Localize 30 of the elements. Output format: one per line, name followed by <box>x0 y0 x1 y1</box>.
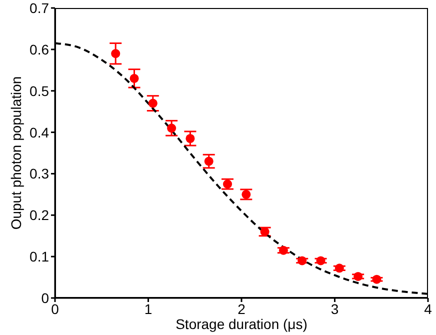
x-tick-label: 2 <box>238 300 246 317</box>
y-axis-title: Ouput photon population <box>8 76 24 230</box>
y-tick-label: 0.7 <box>30 0 50 16</box>
y-tick-label: 0.5 <box>30 82 50 99</box>
point <box>372 274 382 284</box>
x-tick-label: 0 <box>51 300 60 317</box>
point <box>204 156 214 166</box>
x-tick-label: 4 <box>424 300 432 317</box>
point <box>111 49 120 58</box>
point <box>186 134 195 144</box>
x-tick-label: 3 <box>330 300 339 317</box>
point <box>334 264 344 273</box>
y-tick-label: 0.4 <box>30 124 50 140</box>
x-axis-title: Storage duration (μs) <box>176 316 308 332</box>
point <box>167 124 176 133</box>
y-tick-label: 0.1 <box>30 248 50 265</box>
y-tick-label: 0.6 <box>30 41 50 58</box>
y-tick-label: 0.3 <box>30 166 50 182</box>
point <box>130 74 139 83</box>
point <box>148 98 158 108</box>
point <box>316 256 326 266</box>
y-tick-label: 0 <box>41 290 50 306</box>
point <box>260 227 270 236</box>
point <box>242 190 251 199</box>
point <box>354 272 363 281</box>
point <box>298 256 307 266</box>
y-tick-label: 0.2 <box>30 207 50 224</box>
x-tick-label: 1 <box>144 300 152 317</box>
point <box>223 180 232 189</box>
point <box>278 246 288 255</box>
